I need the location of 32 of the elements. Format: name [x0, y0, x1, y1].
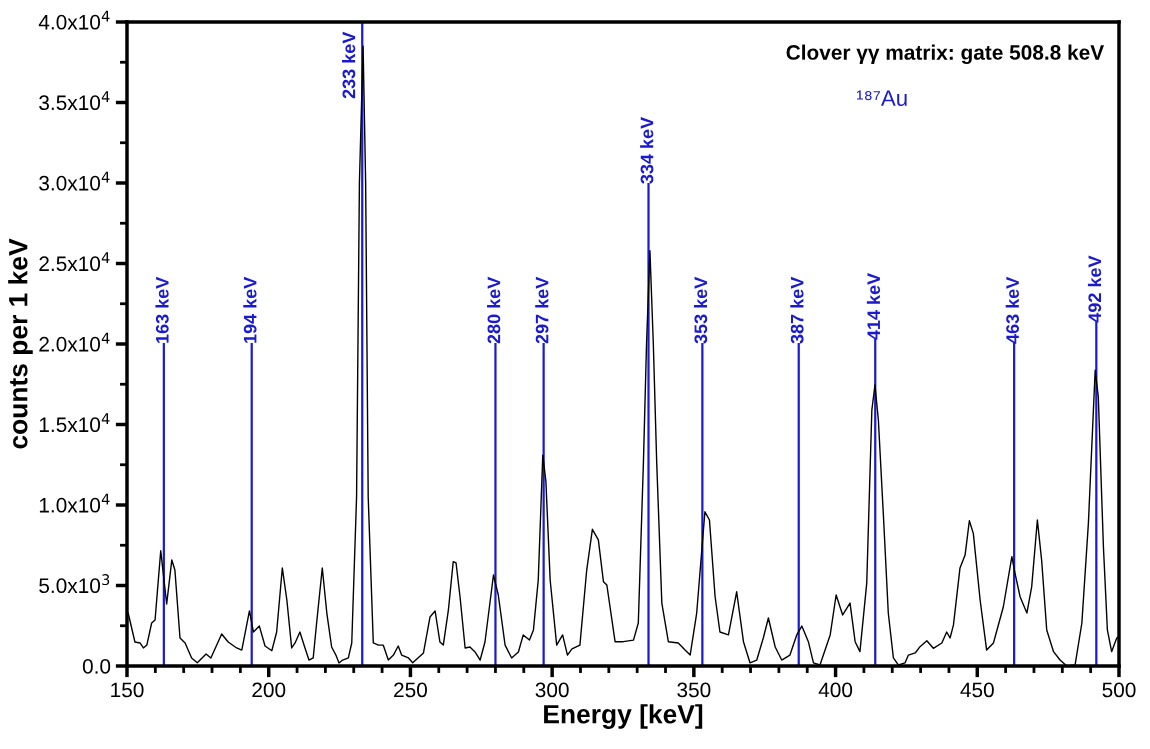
y-tick-label: 1.5x10$^{4}$: [39, 413, 110, 433]
ref-line-label: 353 keV: [693, 276, 708, 344]
y-tick-label: 1.0x10$^{4}$: [39, 493, 110, 513]
x-tick-label: 250: [394, 682, 427, 698]
y-tick-label: 3.0x10$^{4}$: [39, 171, 110, 191]
x-tick-label: 400: [818, 682, 853, 698]
y-tick-label: 3.5x10$^{4}$: [39, 91, 110, 111]
annotation: ¹⁸⁷Au: [856, 90, 907, 106]
ref-line-label: 463 keV: [1005, 276, 1019, 344]
ref-line-label: 492 keV: [1087, 255, 1102, 323]
x-tick-label: 500: [1102, 682, 1136, 698]
x-axis-title: Energy [keV]: [544, 704, 703, 729]
x-tick-label: 300: [535, 682, 569, 698]
ref-line-label: 414 keV: [866, 272, 881, 340]
y-tick-label: 2.5x10$^{4}$: [39, 252, 110, 272]
text: Clover γγ matrix: gate 508.8 keV: [786, 44, 1104, 65]
y-tick-label: 4.0x10$^{4}$: [38, 10, 110, 30]
ref-line-label: 163 keV: [155, 276, 169, 343]
ref-line-label: 334 keV: [640, 117, 654, 184]
ref-line-label: 194 keV: [243, 276, 257, 343]
x-tick-label: 150: [111, 682, 144, 698]
y-axis-title: counts per 1 keV: [8, 238, 33, 449]
ref-line-label: 297 keV: [535, 276, 549, 344]
x-tick-label: 350: [677, 682, 711, 698]
x-tick-label: 200: [252, 682, 286, 698]
y-tick-label: 5.0x10$^{3}$: [39, 574, 110, 594]
ref-line-label: 233 keV: [342, 31, 356, 99]
y-tick-label: 0.0: [82, 659, 111, 674]
x-tick-label: 450: [960, 682, 994, 698]
y-tick-label: 2.0x10$^{4}$: [39, 332, 110, 352]
ref-line-label: 280 keV: [487, 276, 501, 344]
ref-line-label: 387 keV: [790, 276, 804, 344]
